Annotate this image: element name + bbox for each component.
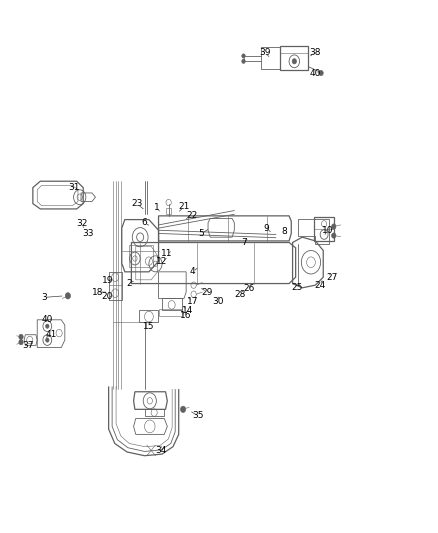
Text: 41: 41 bbox=[46, 330, 57, 339]
Text: 25: 25 bbox=[291, 284, 303, 292]
Text: 11: 11 bbox=[161, 249, 172, 258]
Text: 27: 27 bbox=[326, 273, 338, 281]
Text: 3: 3 bbox=[41, 293, 47, 302]
Circle shape bbox=[46, 338, 49, 342]
Circle shape bbox=[242, 59, 245, 63]
Circle shape bbox=[137, 233, 144, 241]
Circle shape bbox=[19, 334, 23, 340]
Text: 37: 37 bbox=[23, 341, 34, 350]
Circle shape bbox=[180, 406, 186, 413]
Circle shape bbox=[242, 54, 245, 58]
Text: 23: 23 bbox=[131, 199, 142, 208]
Text: 16: 16 bbox=[180, 311, 192, 320]
Text: 34: 34 bbox=[155, 446, 167, 455]
Text: 14: 14 bbox=[182, 306, 193, 314]
Text: 40: 40 bbox=[310, 69, 321, 78]
Text: 33: 33 bbox=[82, 229, 93, 238]
Circle shape bbox=[319, 70, 323, 76]
Text: 15: 15 bbox=[143, 322, 155, 330]
Text: 24: 24 bbox=[314, 281, 325, 289]
Text: 32: 32 bbox=[77, 220, 88, 228]
Text: 2: 2 bbox=[127, 279, 132, 288]
Circle shape bbox=[332, 224, 336, 229]
Text: 26: 26 bbox=[243, 285, 254, 293]
Circle shape bbox=[65, 293, 71, 299]
Text: 39: 39 bbox=[259, 48, 271, 56]
Text: 20: 20 bbox=[102, 292, 113, 301]
Text: 28: 28 bbox=[234, 290, 246, 298]
Text: 7: 7 bbox=[241, 238, 247, 247]
Text: 6: 6 bbox=[141, 219, 148, 227]
Text: 40: 40 bbox=[42, 316, 53, 324]
Text: 30: 30 bbox=[212, 297, 224, 305]
Text: 19: 19 bbox=[102, 276, 113, 285]
Text: 31: 31 bbox=[68, 183, 79, 192]
Circle shape bbox=[46, 324, 49, 328]
Text: 29: 29 bbox=[201, 288, 212, 296]
Text: 21: 21 bbox=[178, 203, 190, 211]
Text: 35: 35 bbox=[192, 411, 204, 420]
Circle shape bbox=[292, 59, 297, 64]
Circle shape bbox=[19, 340, 23, 345]
Text: 5: 5 bbox=[198, 229, 205, 238]
Text: 9: 9 bbox=[263, 224, 269, 232]
Text: 1: 1 bbox=[154, 204, 160, 212]
Text: 22: 22 bbox=[186, 212, 198, 220]
Text: 10: 10 bbox=[322, 226, 333, 235]
Circle shape bbox=[332, 233, 336, 238]
Text: 18: 18 bbox=[92, 288, 103, 296]
Text: 17: 17 bbox=[187, 297, 198, 305]
Text: 8: 8 bbox=[281, 228, 287, 236]
Text: 12: 12 bbox=[156, 257, 168, 265]
Text: 38: 38 bbox=[310, 48, 321, 56]
Text: 4: 4 bbox=[190, 268, 195, 276]
